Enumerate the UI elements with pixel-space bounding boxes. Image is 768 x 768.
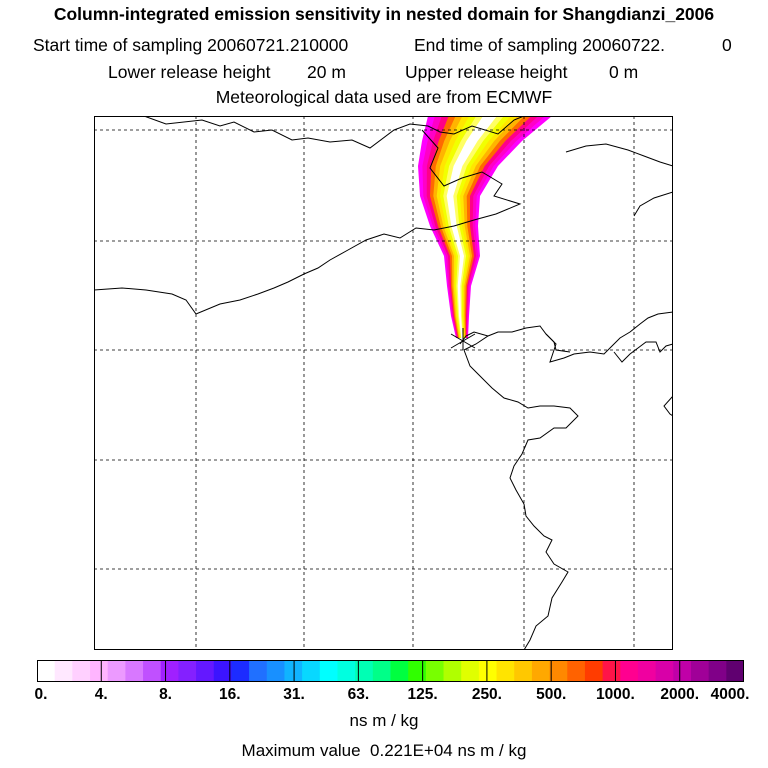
colorbar-tick-label: 250. — [471, 686, 502, 703]
colorbar-cell — [620, 660, 639, 682]
colorbar-cell — [708, 660, 727, 682]
colorbar-tick-label: 63. — [347, 686, 370, 703]
emission-sensitivity-map — [94, 116, 673, 650]
colorbar-tick-label: 8. — [159, 686, 172, 703]
plume-band — [446, 116, 497, 338]
colorbar-cell — [302, 660, 321, 682]
colorbar-cell — [461, 660, 480, 682]
colorbar-cell — [514, 660, 533, 682]
colorbar-cell — [390, 660, 409, 682]
colorbar — [37, 660, 744, 682]
colorbar-tick-label: 500. — [536, 686, 567, 703]
colorbar-cell — [249, 660, 268, 682]
colorbar-cell — [602, 660, 621, 682]
colorbar-cell — [196, 660, 215, 682]
maximum-value-label: Maximum value 0.221E+04 ns m / kg — [0, 741, 768, 761]
colorbar-tick-label: 4000. — [710, 686, 750, 703]
colorbar-cell — [37, 660, 56, 682]
colorbar-cell — [408, 660, 427, 682]
colorbar-cell — [72, 660, 91, 682]
colorbar-cell — [584, 660, 604, 682]
lower-release-value: 20 m — [307, 62, 346, 82]
colorbar-cell — [231, 660, 250, 682]
end-time-label: End time of sampling 20060722. — [414, 35, 665, 55]
colorbar-cell — [655, 660, 674, 682]
colorbar-tick-label: 2000. — [660, 686, 700, 703]
met-source-label: Meteorological data used are from ECMWF — [215, 87, 553, 107]
colorbar-cell — [726, 660, 744, 682]
colorbar-cell — [266, 660, 286, 682]
colorbar-cell — [337, 660, 356, 682]
colorbar-cell — [107, 660, 126, 682]
colorbar-cell — [478, 660, 498, 682]
colorbar-cell — [143, 660, 162, 682]
colorbar-cell — [178, 660, 197, 682]
upper-release-label: Upper release height — [405, 62, 568, 82]
colorbar-units: ns m / kg — [349, 711, 419, 730]
colorbar-cell — [549, 660, 568, 682]
colorbar-cell — [90, 660, 109, 682]
colorbar-tick-label: 0. — [34, 686, 48, 703]
colorbar-cell — [425, 660, 445, 682]
colorbar-tick-label: 16. — [219, 686, 241, 703]
colorbar-cell — [637, 660, 657, 682]
colorbar-cell — [673, 660, 692, 682]
colorbar-cell — [567, 660, 586, 682]
end-time-suffix: 0 — [722, 35, 732, 55]
colorbar-cell — [125, 660, 144, 682]
country-borders — [94, 116, 673, 650]
emission-plume — [418, 116, 552, 338]
colorbar-cell — [284, 660, 303, 682]
max-value: 0.221E+04 ns m / kg — [370, 741, 527, 760]
colorbar-tick-label: 1000. — [596, 686, 635, 703]
gridlines — [94, 116, 673, 650]
colorbar-tick-label: 125. — [407, 686, 438, 703]
colorbar-cell — [319, 660, 339, 682]
colorbar-cell — [690, 660, 710, 682]
colorbar-cell — [213, 660, 233, 682]
receptor-marker — [450, 328, 476, 350]
start-time-label: Start time of sampling 20060721.210000 — [33, 35, 349, 55]
colorbar-tick-label: 4. — [94, 686, 108, 703]
colorbar-cell — [372, 660, 392, 682]
colorbar-cell — [443, 660, 462, 682]
colorbar-cell — [355, 660, 374, 682]
colorbar-cell — [531, 660, 551, 682]
colorbar-cell — [54, 660, 73, 682]
lower-release-label: Lower release height — [108, 62, 271, 82]
colorbar-cell — [160, 660, 180, 682]
colorbar-tick-label: 31. — [283, 686, 305, 703]
upper-release-value: 0 m — [609, 62, 639, 82]
plot-title: Column-integrated emission sensitivity i… — [53, 4, 715, 24]
max-label: Maximum value — [241, 741, 361, 760]
colorbar-cell — [496, 660, 515, 682]
